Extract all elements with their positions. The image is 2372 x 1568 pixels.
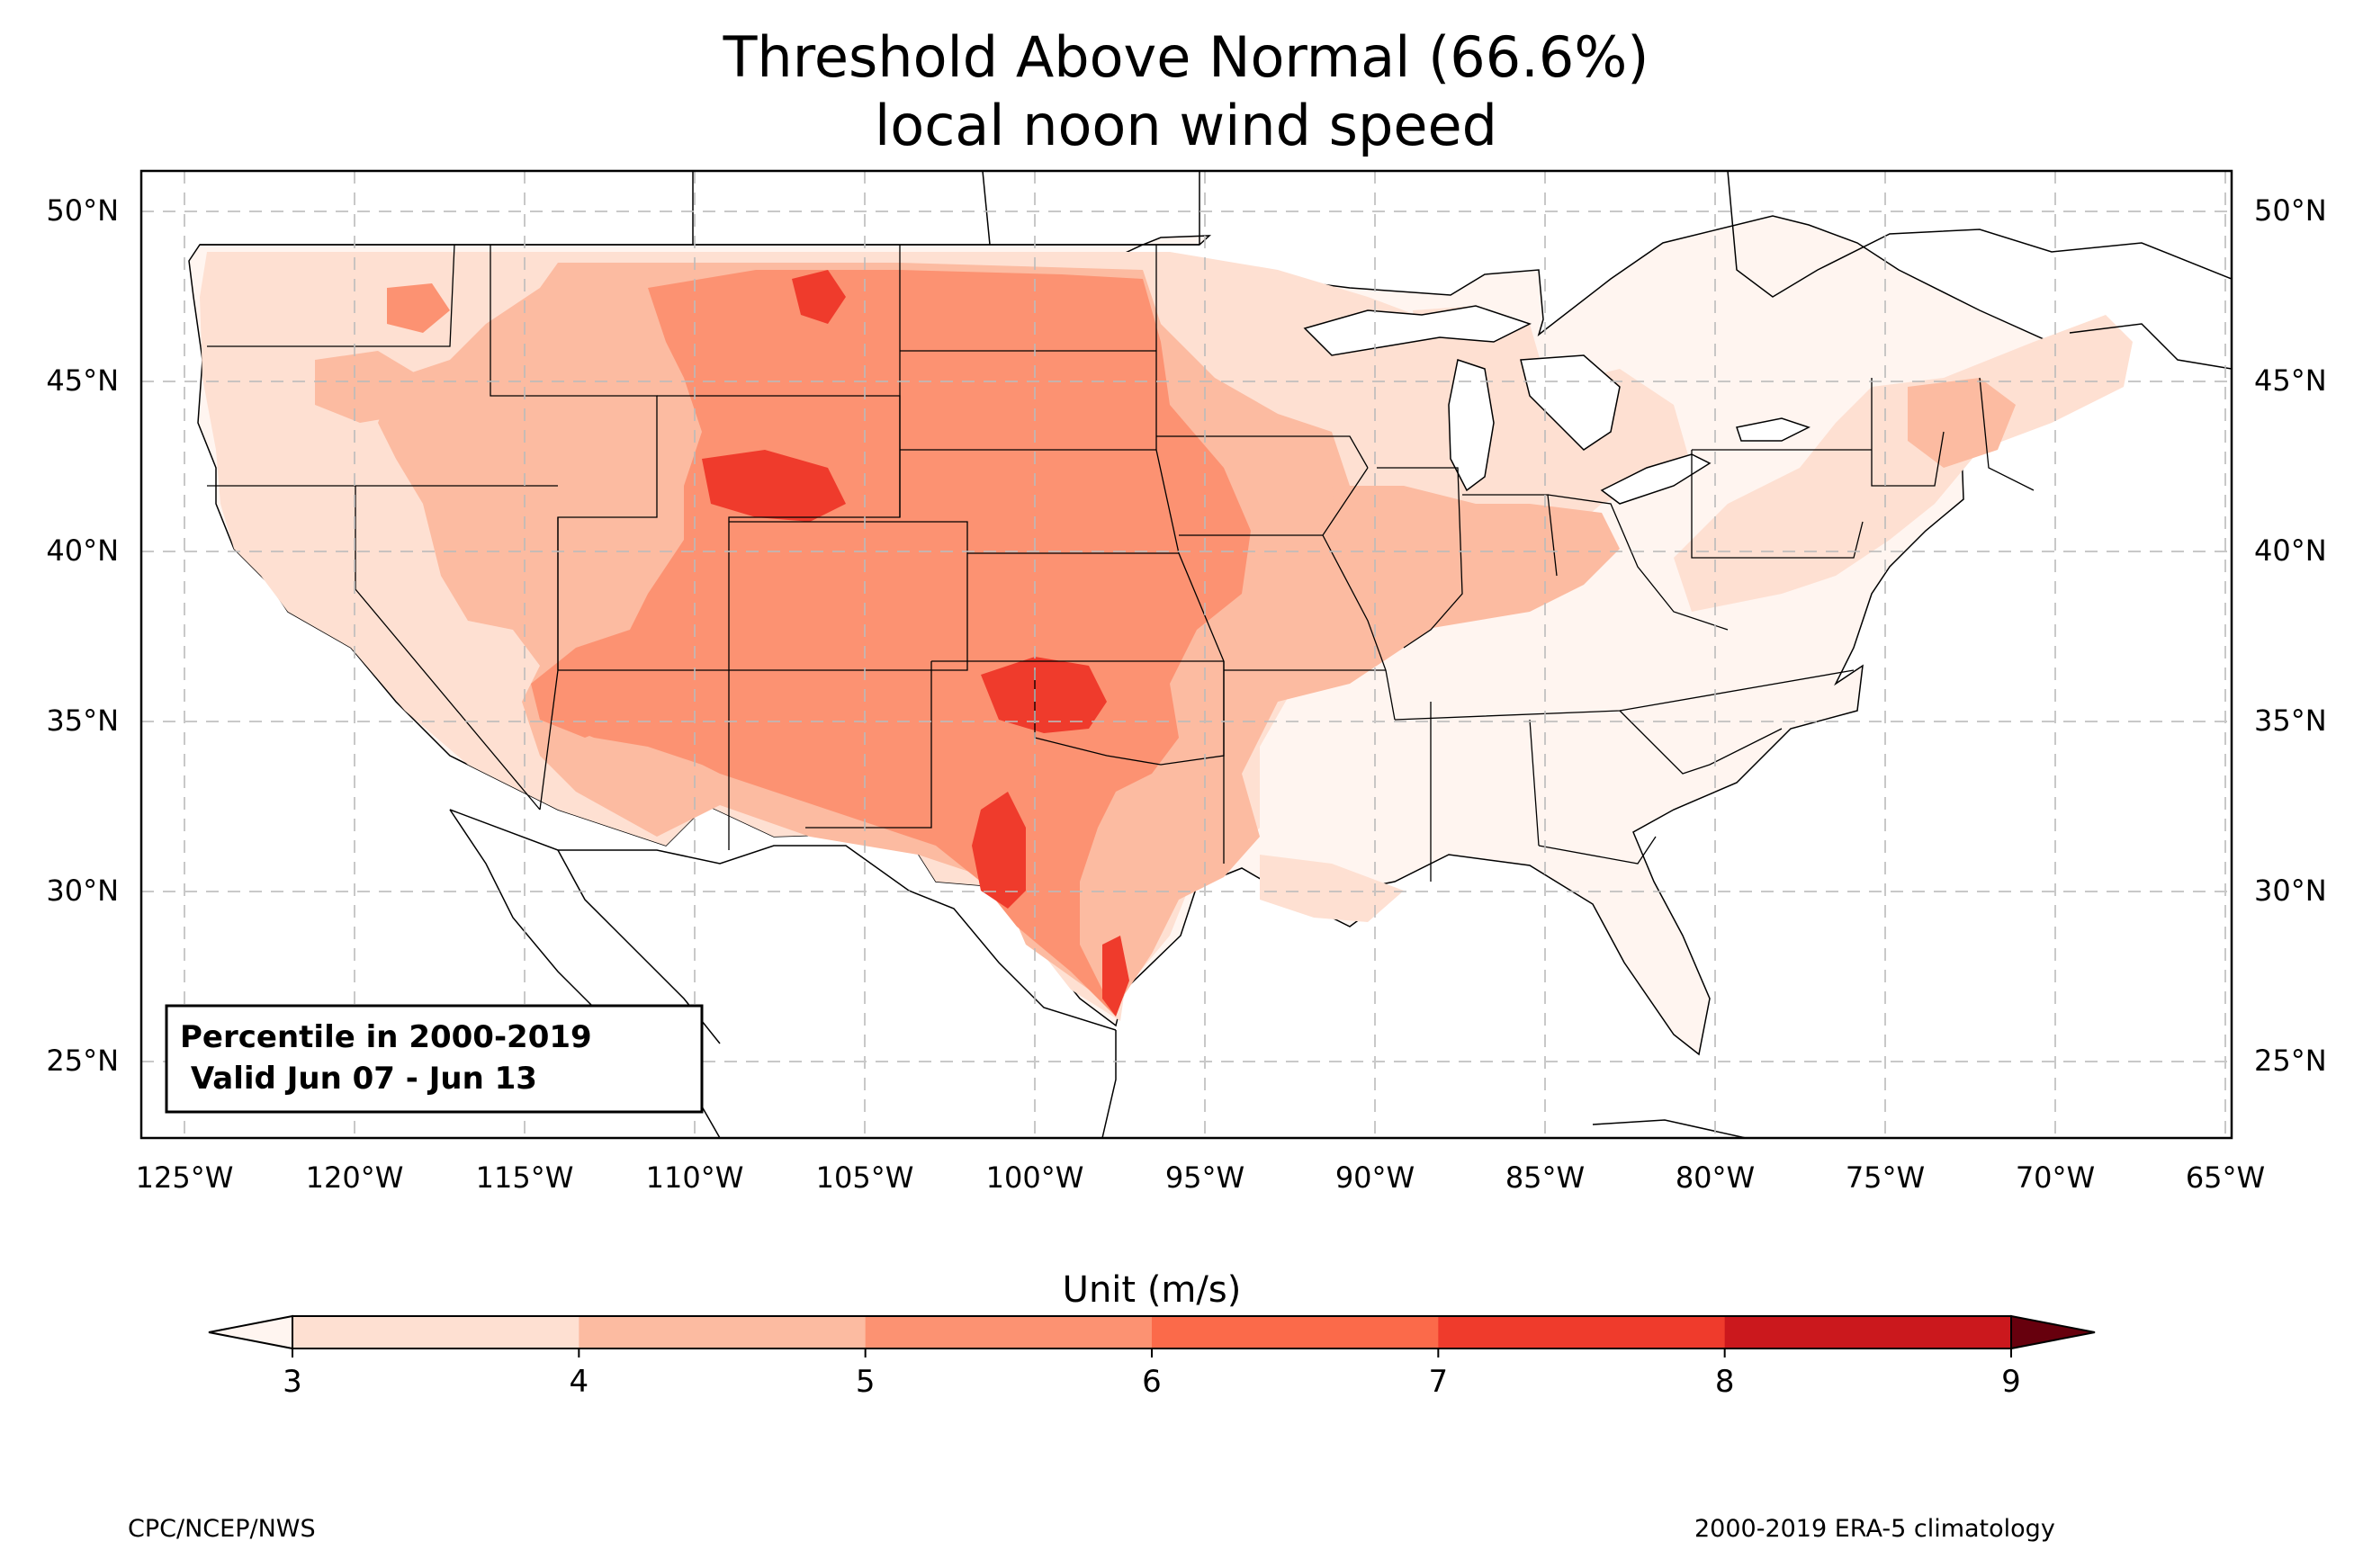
lat-label-left: 40°N [46,533,119,568]
footer-left-credit: CPC/NCEP/NWS [128,1515,316,1543]
contour-5-6 [531,270,1251,1017]
lon-label: 100°W [986,1160,1084,1195]
colorbar-tick-label: 8 [1715,1364,1735,1400]
lon-label: 105°W [816,1160,914,1195]
contour-3-4-newengland [1674,315,2133,612]
lon-label: 120°W [306,1160,404,1195]
lat-label-left: 30°N [46,874,119,908]
colorbar-tick-label: 5 [856,1364,876,1400]
lon-label: 90°W [1335,1160,1415,1195]
footer-right-credit: 2000-2019 ERA-5 climatology [1694,1515,2055,1543]
lat-label-right: 45°N [2254,363,2327,398]
colorbar-tick-label: 3 [283,1364,302,1400]
graticule [141,171,2232,1138]
cuba-coastline [1592,1119,1747,1138]
lake-huron [1520,354,1621,451]
lat-axis-right: 25°N 30°N 35°N 40°N 45°N 50°N [2254,193,2327,1078]
lake-ontario [1736,417,1810,442]
lat-label-left: 25°N [46,1044,119,1078]
lat-label-right: 30°N [2254,874,2327,908]
map-area [141,171,2232,1138]
lon-axis: 125°W 120°W 115°W 110°W 105°W 100°W 95°W… [136,1160,2266,1195]
lat-label-right: 35°N [2254,703,2327,738]
colorbar-segment [579,1316,867,1348]
lat-axis-left: 25°N 30°N 35°N 40°N 45°N 50°N [46,193,119,1078]
contour-5-6-southwest [540,666,756,765]
info-box: Percentile in 2000-2019 Valid Jun 07 - J… [165,1004,704,1114]
canada-coastline [1727,171,2232,370]
lon-label: 70°W [2016,1160,2095,1195]
lake-erie [1600,453,1712,505]
contour-4-5-northeast [1908,378,2016,468]
mexico-gulf-coastline [1101,1030,1117,1138]
lon-label: 115°W [476,1160,574,1195]
colorbar-tick-label: 9 [2001,1364,2021,1400]
colorbar: Unit (m/s) 3 4 5 6 7 8 9 [208,1269,2096,1400]
lake-superior [1303,305,1532,356]
contour-5-6-idaho [387,283,450,333]
lon-label: 110°W [646,1160,744,1195]
colorbar-segment [865,1316,1153,1348]
info-box-line2: Valid Jun 07 - Jun 13 [180,1061,537,1097]
contour-6-7-oklahoma [981,657,1107,733]
lon-label: 75°W [1846,1160,1925,1195]
colorbar-segments [292,1316,2012,1348]
colorbar-tick-label: 6 [1142,1364,1162,1400]
colorbar-segment [1152,1316,1439,1348]
contour-4-5-ohio [1332,486,1620,630]
contour-4-5-west-patch [315,351,423,423]
lon-label: 95°W [1165,1160,1244,1195]
colorbar-segment [1438,1316,1726,1348]
colorbar-under-triangle [208,1314,293,1350]
colorbar-ticks: 3 4 5 6 7 8 9 [283,1348,2021,1400]
lon-label: 65°W [2186,1160,2265,1195]
colorbar-segment [292,1316,580,1348]
lat-label-right: 50°N [2254,193,2327,228]
chart-title-line2: local noon wind speed [875,93,1497,158]
contour-6-7-montana [792,270,846,324]
colorbar-label: Unit (m/s) [1063,1269,1242,1311]
colorbar-over-triangle [2010,1314,2096,1350]
lat-label-right: 25°N [2254,1044,2327,1078]
colorbar-segment [1724,1316,2012,1348]
lon-label: 80°W [1676,1160,1755,1195]
contour-3-4-gulf [1260,855,1404,922]
contour-6-7-texas [972,792,1026,909]
lat-label-left: 50°N [46,193,119,228]
lat-label-left: 45°N [46,363,119,398]
lat-label-left: 35°N [46,703,119,738]
mexico-border [449,809,1117,1031]
contour-6-7-wyoming [702,450,846,522]
canada-interior-boundary [692,171,1200,246]
lon-label: 125°W [136,1160,234,1195]
chart-title-line1: Threshold Above Normal (66.6%) [723,24,1649,90]
colorbar-tick-label: 7 [1429,1364,1449,1400]
lat-label-right: 40°N [2254,533,2327,568]
lon-label: 85°W [1505,1160,1585,1195]
state-borders [207,244,2035,882]
contour-6-7-coast [1102,936,1129,1017]
lake-michigan [1448,359,1495,492]
info-box-line1: Percentile in 2000-2019 [180,1019,592,1055]
map-frame [139,169,2233,1140]
colorbar-tick-label: 4 [570,1364,589,1400]
